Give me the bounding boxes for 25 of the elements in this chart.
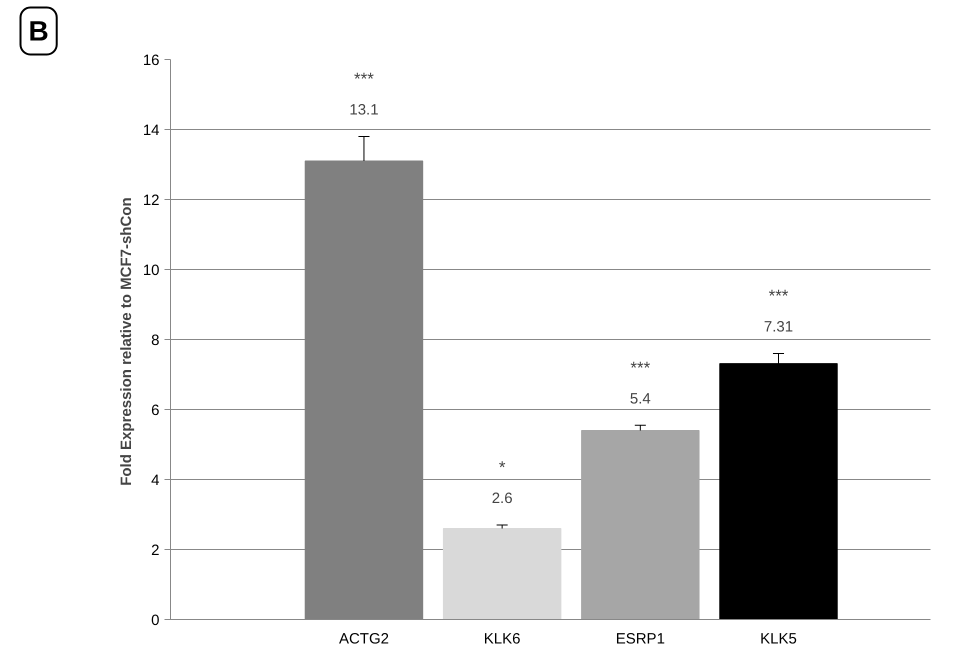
annotation: *** (354, 70, 374, 88)
y-tick-label: 16 (142, 52, 160, 69)
annotation: * (498, 458, 506, 477)
y-tick-label: 6 (151, 402, 160, 419)
bar (581, 430, 700, 620)
annotation: *** (630, 358, 651, 378)
y-tick-label: 12 (142, 192, 160, 209)
data-label: 5.4 (630, 390, 651, 408)
y-tick-label: 14 (142, 122, 160, 139)
data-label: 2.6 (492, 490, 513, 507)
y-tick-label: 0 (151, 612, 160, 629)
data-label: 7.31 (764, 318, 794, 336)
text: B (28, 16, 49, 46)
y-tick-label: 4 (151, 472, 160, 489)
y-tick-label: 10 (142, 262, 160, 279)
x-tick-label: ESRP1 (616, 630, 665, 648)
y-tick-label: 2 (151, 542, 160, 559)
x-tick-label: ACTG2 (338, 630, 389, 648)
data-label: 13.1 (349, 102, 379, 118)
y-tick-label: 8 (151, 332, 160, 349)
y-axis-title: Fold Expression relative to MCF7-shCon (118, 197, 135, 486)
annotation: *** (768, 286, 789, 306)
x-tick-label: KLK5 (760, 630, 797, 648)
x-tick-label: KLK6 (484, 630, 520, 648)
bar (442, 528, 562, 620)
